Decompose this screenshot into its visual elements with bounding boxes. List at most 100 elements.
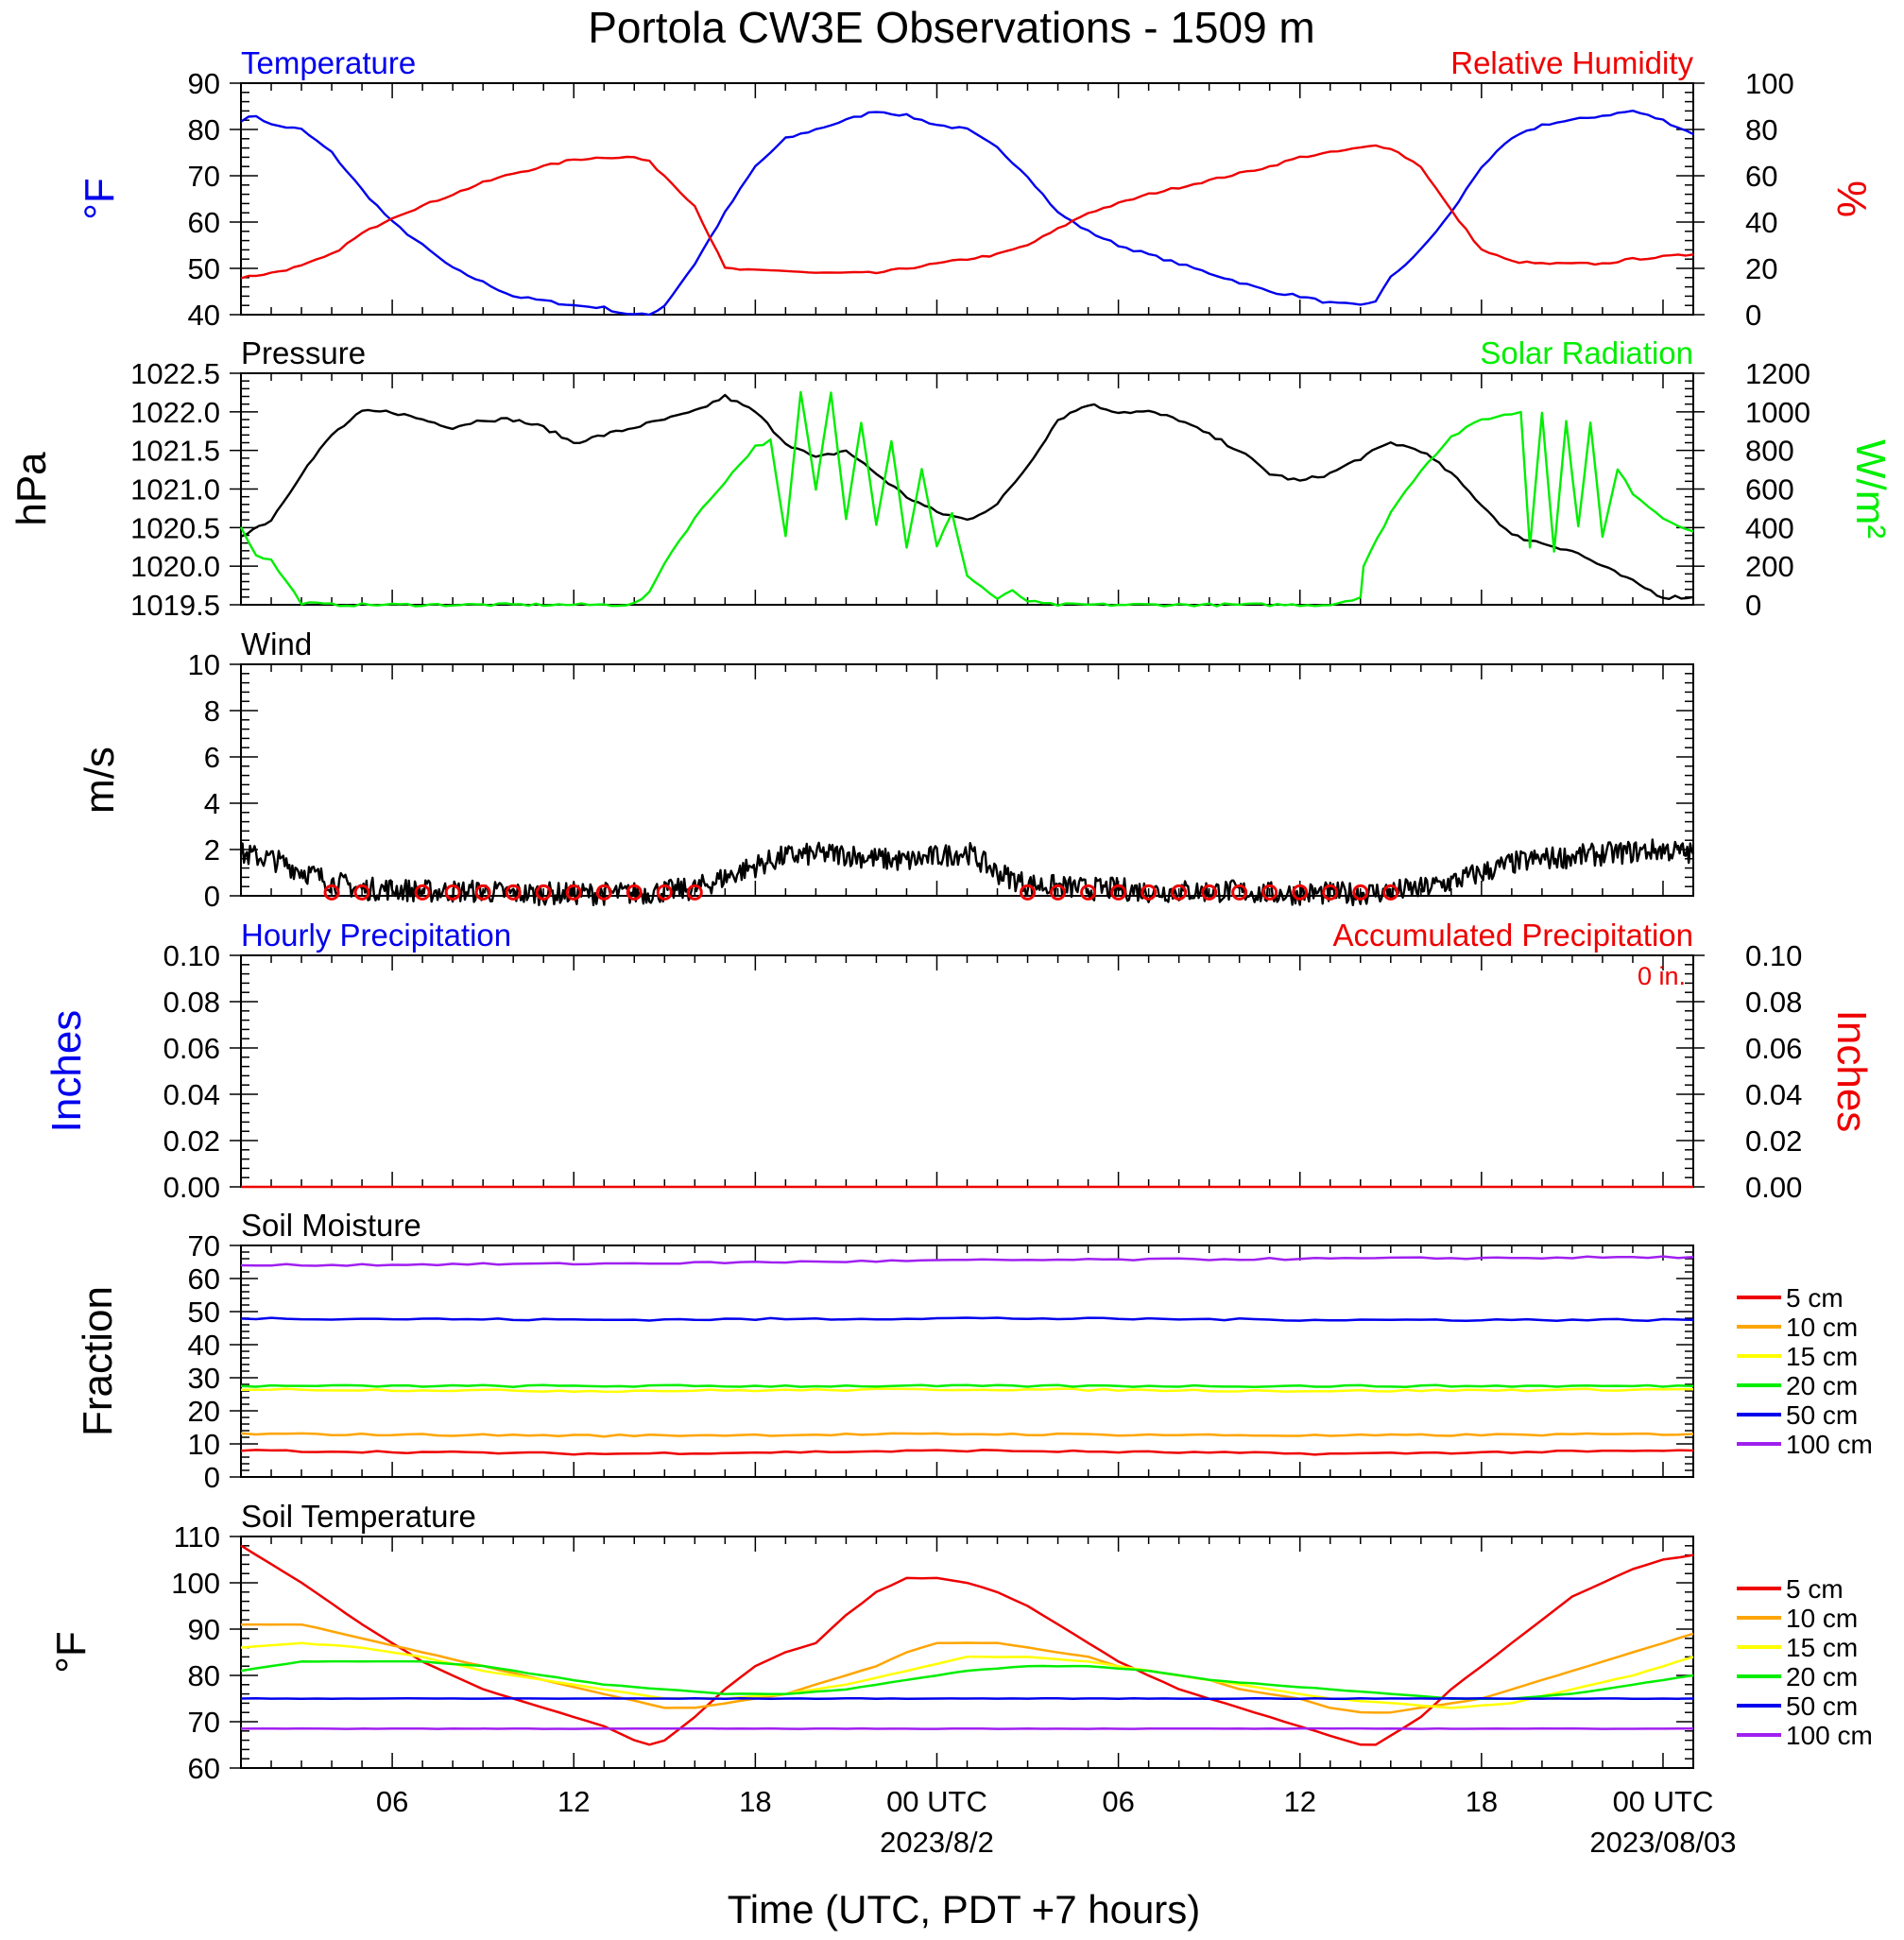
legend-label: 50 cm bbox=[1786, 1691, 1858, 1721]
y-right-tick-label: 0.00 bbox=[1745, 1171, 1802, 1204]
y-axis-label-left: Fraction bbox=[75, 1286, 121, 1436]
calm-wind-marker bbox=[1080, 884, 1097, 901]
y-tick-label: 60 bbox=[188, 206, 220, 239]
x-tick-label: 00 UTC bbox=[1613, 1785, 1714, 1818]
calm-wind-marker bbox=[1141, 884, 1158, 901]
panel-wind: 0 2 4 6 8 10 Wind m/s bbox=[77, 627, 1695, 913]
y-tick-label: 10 bbox=[188, 648, 220, 681]
y-tick-label: 0.02 bbox=[163, 1125, 220, 1158]
y-axis-label-left: Inches bbox=[43, 1010, 90, 1133]
calm-wind-marker bbox=[353, 884, 370, 901]
calm-wind-marker bbox=[1201, 884, 1218, 901]
y-tick-label: 50 bbox=[188, 252, 220, 285]
calm-wind-marker bbox=[505, 884, 522, 901]
y-tick-label: 0.06 bbox=[163, 1032, 220, 1065]
panel-title-right: Solar Radiation bbox=[1480, 335, 1693, 370]
y-right-tick-label: 40 bbox=[1745, 206, 1777, 239]
panel-pressure_solar: 1019.5 1020.0 1020.5 1021.0 1021.5 1022.0 1022… bbox=[9, 335, 1894, 622]
y-axis-label-right: W/m² bbox=[1847, 439, 1894, 539]
calm-wind-marker bbox=[474, 884, 491, 901]
legend-label: 15 cm bbox=[1786, 1342, 1858, 1371]
calm-wind-marker bbox=[565, 884, 582, 901]
x-tick-label: 18 bbox=[1466, 1785, 1498, 1818]
series-line bbox=[240, 1449, 1694, 1456]
legend-label: 100 cm bbox=[1786, 1721, 1873, 1750]
calm-wind-marker bbox=[686, 884, 703, 901]
plot-frame bbox=[240, 954, 1694, 1188]
y-tick-label: 8 bbox=[204, 695, 220, 728]
calm-wind-marker bbox=[1352, 884, 1369, 901]
series-line bbox=[239, 390, 1694, 608]
y-axis-label-left: hPa bbox=[9, 452, 55, 526]
calm-wind-marker bbox=[1231, 884, 1248, 901]
calm-wind-marker bbox=[444, 884, 461, 901]
series-line bbox=[240, 1383, 1694, 1389]
y-right-tick-label: 0.02 bbox=[1745, 1125, 1802, 1158]
y-tick-label: 20 bbox=[188, 1395, 220, 1428]
x-date-label: 2023/08/03 bbox=[1589, 1826, 1736, 1859]
x-tick-label: 00 UTC bbox=[886, 1785, 987, 1818]
x-tick-label: 12 bbox=[1283, 1785, 1315, 1818]
calm-wind-marker bbox=[1322, 884, 1339, 901]
y-right-tick-label: 1200 bbox=[1745, 357, 1810, 390]
y-tick-label: 100 bbox=[171, 1567, 220, 1600]
panel-title-right: Accumulated Precipitation bbox=[1332, 918, 1693, 953]
y-right-tick-label: 0.06 bbox=[1745, 1032, 1802, 1065]
legend-label: 15 cm bbox=[1786, 1633, 1858, 1662]
y-right-tick-label: 0.08 bbox=[1745, 986, 1802, 1019]
y-tick-label: 2 bbox=[204, 833, 220, 867]
legend-label: 10 cm bbox=[1786, 1604, 1858, 1633]
calm-wind-marker bbox=[595, 884, 612, 901]
legend-label: 5 cm bbox=[1786, 1283, 1844, 1313]
calm-wind-marker bbox=[414, 884, 431, 901]
y-right-tick-label: 0 bbox=[1745, 299, 1761, 332]
panel-title-left: Pressure bbox=[241, 335, 366, 370]
y-tick-label: 80 bbox=[188, 113, 220, 146]
y-tick-label: 1022.5 bbox=[130, 357, 220, 390]
y-tick-label: 1021.0 bbox=[130, 473, 220, 506]
calm-wind-marker bbox=[535, 884, 552, 901]
y-axis-label-left: °F bbox=[48, 1631, 94, 1673]
panel-title-left: Hourly Precipitation bbox=[241, 918, 511, 953]
plot-frame bbox=[240, 82, 1694, 316]
y-tick-label: 50 bbox=[188, 1296, 220, 1329]
y-tick-label: 0.04 bbox=[163, 1078, 220, 1111]
plot-frame bbox=[240, 372, 1694, 606]
x-axis: 06 12 18 00 UTC 06 12 18 00 UTC 2023/8/2 2023/08/… bbox=[376, 1785, 1737, 1859]
legend-label: 10 cm bbox=[1786, 1313, 1858, 1342]
y-axis-label-left: °F bbox=[77, 178, 123, 219]
series-line bbox=[239, 838, 1695, 906]
y-tick-label: 70 bbox=[188, 1706, 220, 1739]
y-axis-label-right: Inches bbox=[1828, 1010, 1875, 1133]
legend-label: 5 cm bbox=[1786, 1574, 1844, 1604]
y-tick-label: 90 bbox=[188, 1613, 220, 1646]
y-tick-label: 6 bbox=[204, 741, 220, 774]
series-line bbox=[240, 1387, 1694, 1394]
series-line bbox=[240, 144, 1694, 280]
y-right-tick-label: 600 bbox=[1745, 473, 1794, 506]
y-right-tick-label: 0 bbox=[1745, 589, 1761, 622]
y-tick-label: 40 bbox=[188, 299, 220, 332]
y-right-tick-label: 1000 bbox=[1745, 396, 1810, 429]
calm-wind-marker bbox=[1292, 884, 1309, 901]
y-tick-label: 110 bbox=[174, 1520, 220, 1554]
x-axis-label: Time (UTC, PDT +7 hours) bbox=[728, 1887, 1201, 1931]
legend-label: 100 cm bbox=[1786, 1430, 1873, 1459]
x-tick-label: 06 bbox=[376, 1785, 408, 1818]
y-tick-label: 60 bbox=[188, 1752, 220, 1785]
y-right-tick-label: 0.10 bbox=[1745, 939, 1802, 972]
series-line bbox=[240, 1726, 1694, 1730]
calm-wind-marker bbox=[1020, 884, 1037, 901]
calm-wind-marker bbox=[1171, 884, 1188, 901]
series-line bbox=[240, 110, 1694, 317]
series-line bbox=[240, 393, 1694, 600]
panel-title-left: Soil Temperature bbox=[241, 1499, 476, 1534]
y-right-tick-label: 200 bbox=[1745, 550, 1794, 583]
legend-label: 20 cm bbox=[1786, 1371, 1858, 1400]
y-tick-label: 1020.0 bbox=[130, 550, 220, 583]
y-tick-label: 0 bbox=[204, 1461, 220, 1494]
panel-precip: 0.00 0.02 0.04 0.06 0.08 0.10 0.00 0.02 0.04 0.06… bbox=[43, 918, 1875, 1204]
y-right-tick-label: 100 bbox=[1745, 67, 1794, 100]
